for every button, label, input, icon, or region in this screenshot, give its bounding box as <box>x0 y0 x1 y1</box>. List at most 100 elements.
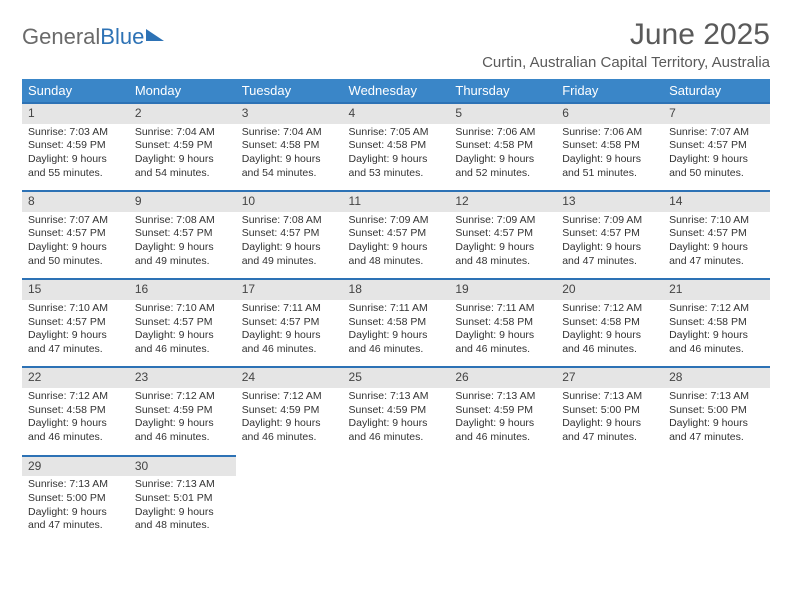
calendar-head: SundayMondayTuesdayWednesdayThursdayFrid… <box>22 79 770 102</box>
day-daylight: Daylight: 9 hours and 55 minutes. <box>28 153 123 180</box>
day-number: 26 <box>449 366 556 388</box>
calendar-cell: 23Sunrise: 7:12 AMSunset: 4:59 PMDayligh… <box>129 366 236 454</box>
day-sunrise: Sunrise: 7:12 AM <box>135 390 230 404</box>
day-body: Sunrise: 7:09 AMSunset: 4:57 PMDaylight:… <box>449 212 556 279</box>
day-body: Sunrise: 7:13 AMSunset: 5:00 PMDaylight:… <box>22 476 129 543</box>
day-daylight: Daylight: 9 hours and 49 minutes. <box>242 241 337 268</box>
day-number: 22 <box>22 366 129 388</box>
day-number: 10 <box>236 190 343 212</box>
day-sunset: Sunset: 5:01 PM <box>135 492 230 506</box>
calendar-cell: 26Sunrise: 7:13 AMSunset: 4:59 PMDayligh… <box>449 366 556 454</box>
day-daylight: Daylight: 9 hours and 46 minutes. <box>349 417 444 444</box>
day-sunset: Sunset: 4:59 PM <box>28 139 123 153</box>
day-daylight: Daylight: 9 hours and 47 minutes. <box>28 329 123 356</box>
calendar-cell <box>556 455 663 543</box>
weekday-header: Thursday <box>449 79 556 102</box>
day-sunset: Sunset: 4:57 PM <box>135 227 230 241</box>
day-sunset: Sunset: 4:58 PM <box>349 139 444 153</box>
day-number: 25 <box>343 366 450 388</box>
day-body: Sunrise: 7:13 AMSunset: 5:00 PMDaylight:… <box>663 388 770 455</box>
calendar-cell: 6Sunrise: 7:06 AMSunset: 4:58 PMDaylight… <box>556 102 663 190</box>
day-number: 17 <box>236 278 343 300</box>
day-sunrise: Sunrise: 7:04 AM <box>242 126 337 140</box>
day-daylight: Daylight: 9 hours and 54 minutes. <box>242 153 337 180</box>
day-sunset: Sunset: 4:59 PM <box>242 404 337 418</box>
day-daylight: Daylight: 9 hours and 50 minutes. <box>28 241 123 268</box>
day-body: Sunrise: 7:10 AMSunset: 4:57 PMDaylight:… <box>22 300 129 367</box>
day-sunset: Sunset: 4:58 PM <box>562 139 657 153</box>
day-sunset: Sunset: 4:57 PM <box>28 227 123 241</box>
day-number: 30 <box>129 455 236 477</box>
day-number: 11 <box>343 190 450 212</box>
logo-arrow-icon <box>146 29 164 41</box>
day-sunrise: Sunrise: 7:13 AM <box>562 390 657 404</box>
day-sunrise: Sunrise: 7:08 AM <box>135 214 230 228</box>
day-number: 29 <box>22 455 129 477</box>
calendar-cell: 8Sunrise: 7:07 AMSunset: 4:57 PMDaylight… <box>22 190 129 278</box>
day-daylight: Daylight: 9 hours and 46 minutes. <box>562 329 657 356</box>
calendar-cell: 20Sunrise: 7:12 AMSunset: 4:58 PMDayligh… <box>556 278 663 366</box>
day-body: Sunrise: 7:13 AMSunset: 5:00 PMDaylight:… <box>556 388 663 455</box>
day-sunset: Sunset: 5:00 PM <box>562 404 657 418</box>
day-body: Sunrise: 7:08 AMSunset: 4:57 PMDaylight:… <box>236 212 343 279</box>
day-sunrise: Sunrise: 7:06 AM <box>455 126 550 140</box>
day-number: 19 <box>449 278 556 300</box>
day-sunrise: Sunrise: 7:04 AM <box>135 126 230 140</box>
calendar-cell: 17Sunrise: 7:11 AMSunset: 4:57 PMDayligh… <box>236 278 343 366</box>
day-number: 13 <box>556 190 663 212</box>
day-daylight: Daylight: 9 hours and 48 minutes. <box>455 241 550 268</box>
day-daylight: Daylight: 9 hours and 46 minutes. <box>135 417 230 444</box>
weekday-row: SundayMondayTuesdayWednesdayThursdayFrid… <box>22 79 770 102</box>
calendar-cell: 28Sunrise: 7:13 AMSunset: 5:00 PMDayligh… <box>663 366 770 454</box>
logo-text-general: General <box>22 24 100 50</box>
day-body: Sunrise: 7:07 AMSunset: 4:57 PMDaylight:… <box>663 124 770 191</box>
calendar-cell: 14Sunrise: 7:10 AMSunset: 4:57 PMDayligh… <box>663 190 770 278</box>
day-sunrise: Sunrise: 7:13 AM <box>455 390 550 404</box>
day-daylight: Daylight: 9 hours and 46 minutes. <box>135 329 230 356</box>
day-body: Sunrise: 7:06 AMSunset: 4:58 PMDaylight:… <box>556 124 663 191</box>
day-sunrise: Sunrise: 7:13 AM <box>349 390 444 404</box>
day-sunrise: Sunrise: 7:09 AM <box>455 214 550 228</box>
day-number: 2 <box>129 102 236 124</box>
day-body: Sunrise: 7:05 AMSunset: 4:58 PMDaylight:… <box>343 124 450 191</box>
day-sunset: Sunset: 4:57 PM <box>669 227 764 241</box>
calendar-body: 1Sunrise: 7:03 AMSunset: 4:59 PMDaylight… <box>22 102 770 543</box>
day-sunrise: Sunrise: 7:12 AM <box>28 390 123 404</box>
day-body: Sunrise: 7:11 AMSunset: 4:58 PMDaylight:… <box>343 300 450 367</box>
day-number: 18 <box>343 278 450 300</box>
day-number: 27 <box>556 366 663 388</box>
day-sunrise: Sunrise: 7:11 AM <box>242 302 337 316</box>
day-sunrise: Sunrise: 7:07 AM <box>669 126 764 140</box>
day-sunrise: Sunrise: 7:05 AM <box>349 126 444 140</box>
day-body: Sunrise: 7:12 AMSunset: 4:59 PMDaylight:… <box>129 388 236 455</box>
calendar-cell: 3Sunrise: 7:04 AMSunset: 4:58 PMDaylight… <box>236 102 343 190</box>
calendar-cell: 19Sunrise: 7:11 AMSunset: 4:58 PMDayligh… <box>449 278 556 366</box>
day-sunrise: Sunrise: 7:09 AM <box>562 214 657 228</box>
day-sunrise: Sunrise: 7:12 AM <box>669 302 764 316</box>
calendar-cell: 11Sunrise: 7:09 AMSunset: 4:57 PMDayligh… <box>343 190 450 278</box>
day-sunset: Sunset: 4:57 PM <box>349 227 444 241</box>
day-daylight: Daylight: 9 hours and 52 minutes. <box>455 153 550 180</box>
day-daylight: Daylight: 9 hours and 49 minutes. <box>135 241 230 268</box>
day-body: Sunrise: 7:10 AMSunset: 4:57 PMDaylight:… <box>129 300 236 367</box>
day-sunrise: Sunrise: 7:09 AM <box>349 214 444 228</box>
day-number: 8 <box>22 190 129 212</box>
day-sunrise: Sunrise: 7:10 AM <box>28 302 123 316</box>
day-daylight: Daylight: 9 hours and 46 minutes. <box>669 329 764 356</box>
weekday-header: Friday <box>556 79 663 102</box>
day-sunrise: Sunrise: 7:03 AM <box>28 126 123 140</box>
day-body: Sunrise: 7:13 AMSunset: 4:59 PMDaylight:… <box>449 388 556 455</box>
day-sunrise: Sunrise: 7:13 AM <box>135 478 230 492</box>
day-sunset: Sunset: 4:59 PM <box>349 404 444 418</box>
day-number: 12 <box>449 190 556 212</box>
day-sunrise: Sunrise: 7:13 AM <box>669 390 764 404</box>
calendar-cell: 16Sunrise: 7:10 AMSunset: 4:57 PMDayligh… <box>129 278 236 366</box>
day-number: 16 <box>129 278 236 300</box>
day-number: 5 <box>449 102 556 124</box>
day-daylight: Daylight: 9 hours and 50 minutes. <box>669 153 764 180</box>
day-number: 7 <box>663 102 770 124</box>
calendar-cell: 10Sunrise: 7:08 AMSunset: 4:57 PMDayligh… <box>236 190 343 278</box>
calendar-week-row: 29Sunrise: 7:13 AMSunset: 5:00 PMDayligh… <box>22 455 770 543</box>
calendar-cell: 30Sunrise: 7:13 AMSunset: 5:01 PMDayligh… <box>129 455 236 543</box>
calendar-cell: 7Sunrise: 7:07 AMSunset: 4:57 PMDaylight… <box>663 102 770 190</box>
